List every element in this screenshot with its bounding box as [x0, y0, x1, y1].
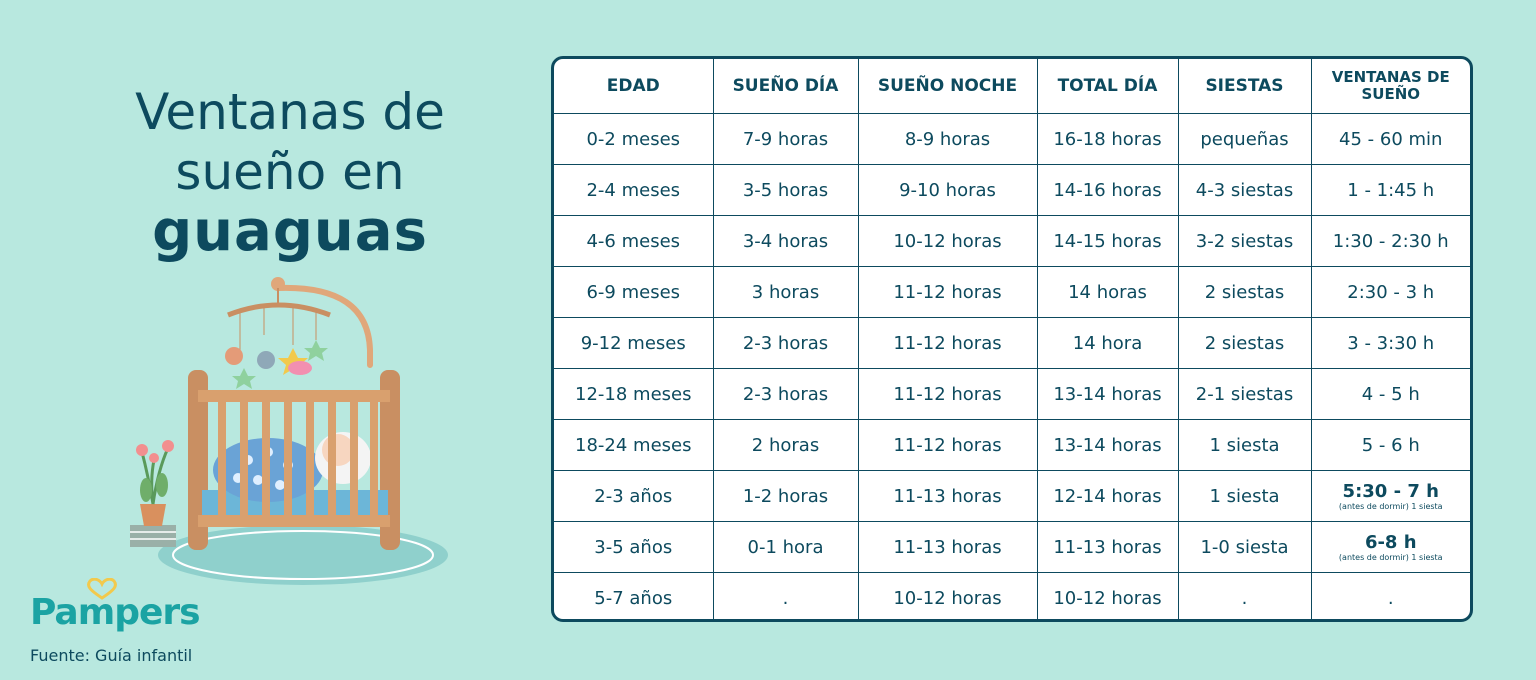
- header-siestas: SIESTAS: [1177, 59, 1312, 114]
- cell-total-dia: 16-18 horas: [1036, 113, 1179, 165]
- cell-sueno-dia: 1-2 horas: [712, 470, 859, 522]
- cell-edad: 3-5 años: [554, 521, 714, 573]
- cell-sueno-dia: .: [712, 572, 859, 619]
- page-title: Ventanas de sueño en guaguas: [60, 82, 520, 262]
- cell-edad: 4-6 meses: [554, 215, 714, 267]
- cell-siestas: 1 siesta: [1177, 470, 1312, 522]
- title-line-1: Ventanas de: [135, 83, 445, 141]
- header-edad: EDAD: [554, 59, 714, 114]
- header-sueno-dia: SUEÑO DÍA: [712, 59, 859, 114]
- heart-icon: [87, 578, 117, 600]
- cell-sueno-dia: 0-1 hora: [712, 521, 859, 573]
- cell-sueno-noche: 10-12 horas: [857, 572, 1038, 619]
- cell-total-dia: 11-13 horas: [1036, 521, 1179, 573]
- header-ventanas: VENTANAS DE SUEÑO: [1310, 59, 1470, 114]
- title-line-2: sueño en: [175, 143, 405, 201]
- crib-illustration: [130, 277, 448, 585]
- sleep-table: EDAD SUEÑO DÍA SUEÑO NOCHE TOTAL DÍA SIE…: [551, 56, 1473, 622]
- cell-siestas: 1-0 siesta: [1177, 521, 1312, 573]
- cell-total-dia: 13-14 horas: [1036, 419, 1179, 471]
- table-row: 18-24 meses 2 horas 11-12 horas 13-14 ho…: [554, 419, 1470, 471]
- cell-ventana: 5:30 - 7 h (antes de dormir) 1 siesta: [1310, 470, 1470, 522]
- brand-logo: Pampers: [30, 592, 201, 633]
- table-row: 4-6 meses 3-4 horas 10-12 horas 14-15 ho…: [554, 215, 1470, 267]
- ventana-value: 5:30 - 7 h: [1342, 481, 1439, 502]
- cell-siestas: 3-2 siestas: [1177, 215, 1312, 267]
- cell-sueno-noche: 11-12 horas: [857, 266, 1038, 318]
- cell-ventana: 6-8 h (antes de dormir) 1 siesta: [1310, 521, 1470, 573]
- cell-total-dia: 14-15 horas: [1036, 215, 1179, 267]
- cell-sueno-dia: 3-4 horas: [712, 215, 859, 267]
- cell-edad: 18-24 meses: [554, 419, 714, 471]
- ventana-value: 6-8 h: [1364, 532, 1417, 553]
- table-row: 2-3 años 1-2 horas 11-13 horas 12-14 hor…: [554, 470, 1470, 522]
- table-row: 3-5 años 0-1 hora 11-13 horas 11-13 hora…: [554, 521, 1470, 573]
- cell-ventana: 45 - 60 min: [1310, 113, 1470, 165]
- cell-siestas: 4-3 siestas: [1177, 164, 1312, 216]
- table-row: 5-7 años . 10-12 horas 10-12 horas . .: [554, 572, 1470, 619]
- header-total-dia: TOTAL DÍA: [1036, 59, 1179, 114]
- cell-siestas: 1 siesta: [1177, 419, 1312, 471]
- cell-total-dia: 14 hora: [1036, 317, 1179, 369]
- cell-ventana: 3 - 3:30 h: [1310, 317, 1470, 369]
- cell-sueno-dia: 2 horas: [712, 419, 859, 471]
- cell-total-dia: 12-14 horas: [1036, 470, 1179, 522]
- cell-ventana: 2:30 - 3 h: [1310, 266, 1470, 318]
- ventana-note: (antes de dormir) 1 siesta: [1338, 553, 1443, 562]
- cell-edad: 2-4 meses: [554, 164, 714, 216]
- cell-sueno-noche: 11-12 horas: [857, 419, 1038, 471]
- cell-sueno-dia: 2-3 horas: [712, 317, 859, 369]
- cell-sueno-dia: 2-3 horas: [712, 368, 859, 420]
- table-header-row: EDAD SUEÑO DÍA SUEÑO NOCHE TOTAL DÍA SIE…: [554, 59, 1470, 114]
- cell-sueno-noche: 11-12 horas: [857, 368, 1038, 420]
- cell-total-dia: 14-16 horas: [1036, 164, 1179, 216]
- cell-sueno-noche: 11-13 horas: [857, 521, 1038, 573]
- ventana-note: (antes de dormir) 1 siesta: [1338, 502, 1443, 511]
- cell-edad: 0-2 meses: [554, 113, 714, 165]
- cell-siestas: 2-1 siestas: [1177, 368, 1312, 420]
- cell-edad: 9-12 meses: [554, 317, 714, 369]
- cell-sueno-dia: 7-9 horas: [712, 113, 859, 165]
- cell-ventana: 1 - 1:45 h: [1310, 164, 1470, 216]
- title-line-3: guaguas: [152, 199, 428, 264]
- table-row: 9-12 meses 2-3 horas 11-12 horas 14 hora…: [554, 317, 1470, 369]
- cell-siestas: 2 siestas: [1177, 317, 1312, 369]
- table-row: 12-18 meses 2-3 horas 11-12 horas 13-14 …: [554, 368, 1470, 420]
- cell-edad: 2-3 años: [554, 470, 714, 522]
- cell-total-dia: 14 horas: [1036, 266, 1179, 318]
- cell-sueno-noche: 9-10 horas: [857, 164, 1038, 216]
- cell-sueno-noche: 11-12 horas: [857, 317, 1038, 369]
- cell-sueno-noche: 10-12 horas: [857, 215, 1038, 267]
- cell-edad: 12-18 meses: [554, 368, 714, 420]
- source-credit: Fuente: Guía infantil: [30, 646, 193, 665]
- cell-total-dia: 13-14 horas: [1036, 368, 1179, 420]
- cell-sueno-dia: 3 horas: [712, 266, 859, 318]
- cell-edad: 5-7 años: [554, 572, 714, 619]
- cell-sueno-dia: 3-5 horas: [712, 164, 859, 216]
- cell-ventana: 1:30 - 2:30 h: [1310, 215, 1470, 267]
- header-sueno-noche: SUEÑO NOCHE: [857, 59, 1038, 114]
- cell-siestas: .: [1177, 572, 1312, 619]
- cell-siestas: 2 siestas: [1177, 266, 1312, 318]
- cell-edad: 6-9 meses: [554, 266, 714, 318]
- cell-ventana: .: [1310, 572, 1470, 619]
- table-row: 6-9 meses 3 horas 11-12 horas 14 horas 2…: [554, 266, 1470, 318]
- cell-sueno-noche: 8-9 horas: [857, 113, 1038, 165]
- cell-total-dia: 10-12 horas: [1036, 572, 1179, 619]
- table-row: 2-4 meses 3-5 horas 9-10 horas 14-16 hor…: [554, 164, 1470, 216]
- cell-sueno-noche: 11-13 horas: [857, 470, 1038, 522]
- cell-siestas: pequeñas: [1177, 113, 1312, 165]
- cell-ventana: 4 - 5 h: [1310, 368, 1470, 420]
- table-row: 0-2 meses 7-9 horas 8-9 horas 16-18 hora…: [554, 113, 1470, 165]
- cell-ventana: 5 - 6 h: [1310, 419, 1470, 471]
